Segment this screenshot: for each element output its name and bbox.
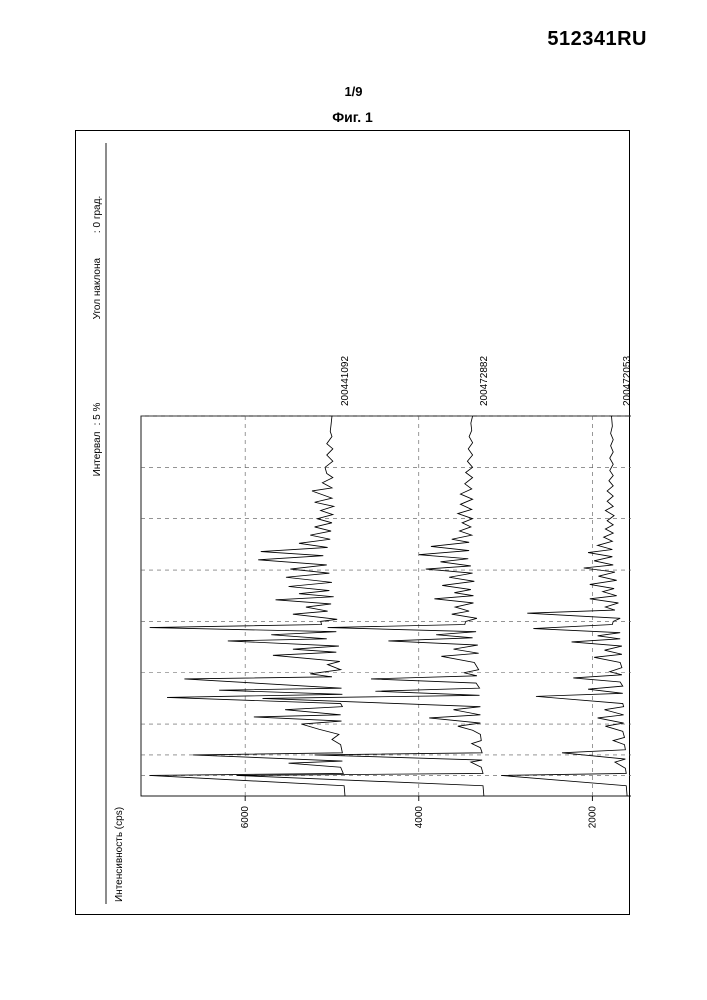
- figure-frame: Фиг. 1 Интервал: 5 %Угол наклона: 0 град…: [75, 130, 630, 915]
- svg-text:200472882: 200472882: [479, 356, 490, 406]
- svg-text:2000: 2000: [587, 806, 598, 829]
- svg-text:Интервал: Интервал: [92, 431, 103, 476]
- svg-text:200472053: 200472053: [622, 356, 631, 406]
- page: 512341RU 1/9 Фиг. 1 Интервал : 5 % Угол на…: [0, 0, 707, 1000]
- svg-text:Интенсивность (cps): Интенсивность (cps): [114, 807, 125, 902]
- svg-text:6000: 6000: [240, 806, 251, 829]
- svg-text:: 5 %: : 5 %: [92, 402, 103, 425]
- svg-text:4000: 4000: [414, 806, 425, 829]
- svg-text:Угол наклона: Угол наклона: [92, 258, 103, 320]
- xrd-chart: Интервал : 5 % Угол наклона : 0 град. Интенс…: [76, 131, 631, 916]
- figure-title: Фиг. 1: [76, 109, 629, 125]
- page-number: 1/9: [0, 84, 707, 99]
- document-id: 512341RU: [547, 28, 647, 51]
- svg-text:200441092: 200441092: [340, 356, 351, 406]
- svg-text:: 0 град.: : 0 град.: [92, 196, 103, 233]
